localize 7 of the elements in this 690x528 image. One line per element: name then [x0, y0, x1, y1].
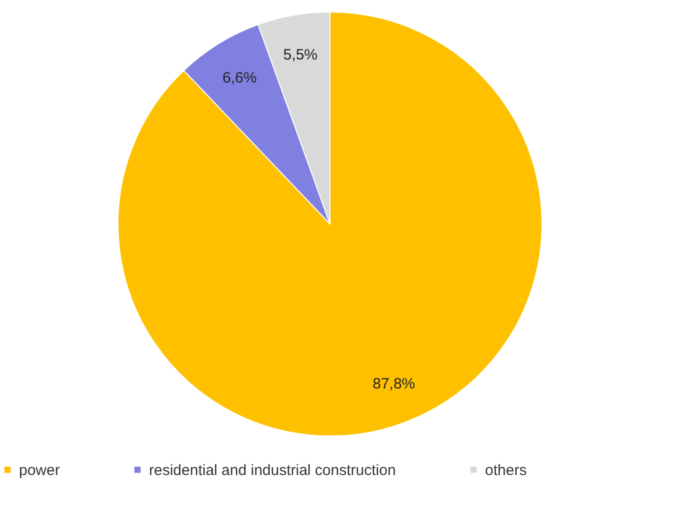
- legend-label: power: [19, 462, 60, 479]
- data-label: 87,8%: [372, 376, 416, 393]
- pie-slice: [118, 12, 542, 436]
- data-label: 5,5%: [283, 46, 318, 64]
- legend-label: others: [485, 462, 527, 479]
- data-label: 6,6%: [222, 70, 257, 87]
- legend-label: residential and industrial construction: [149, 462, 396, 479]
